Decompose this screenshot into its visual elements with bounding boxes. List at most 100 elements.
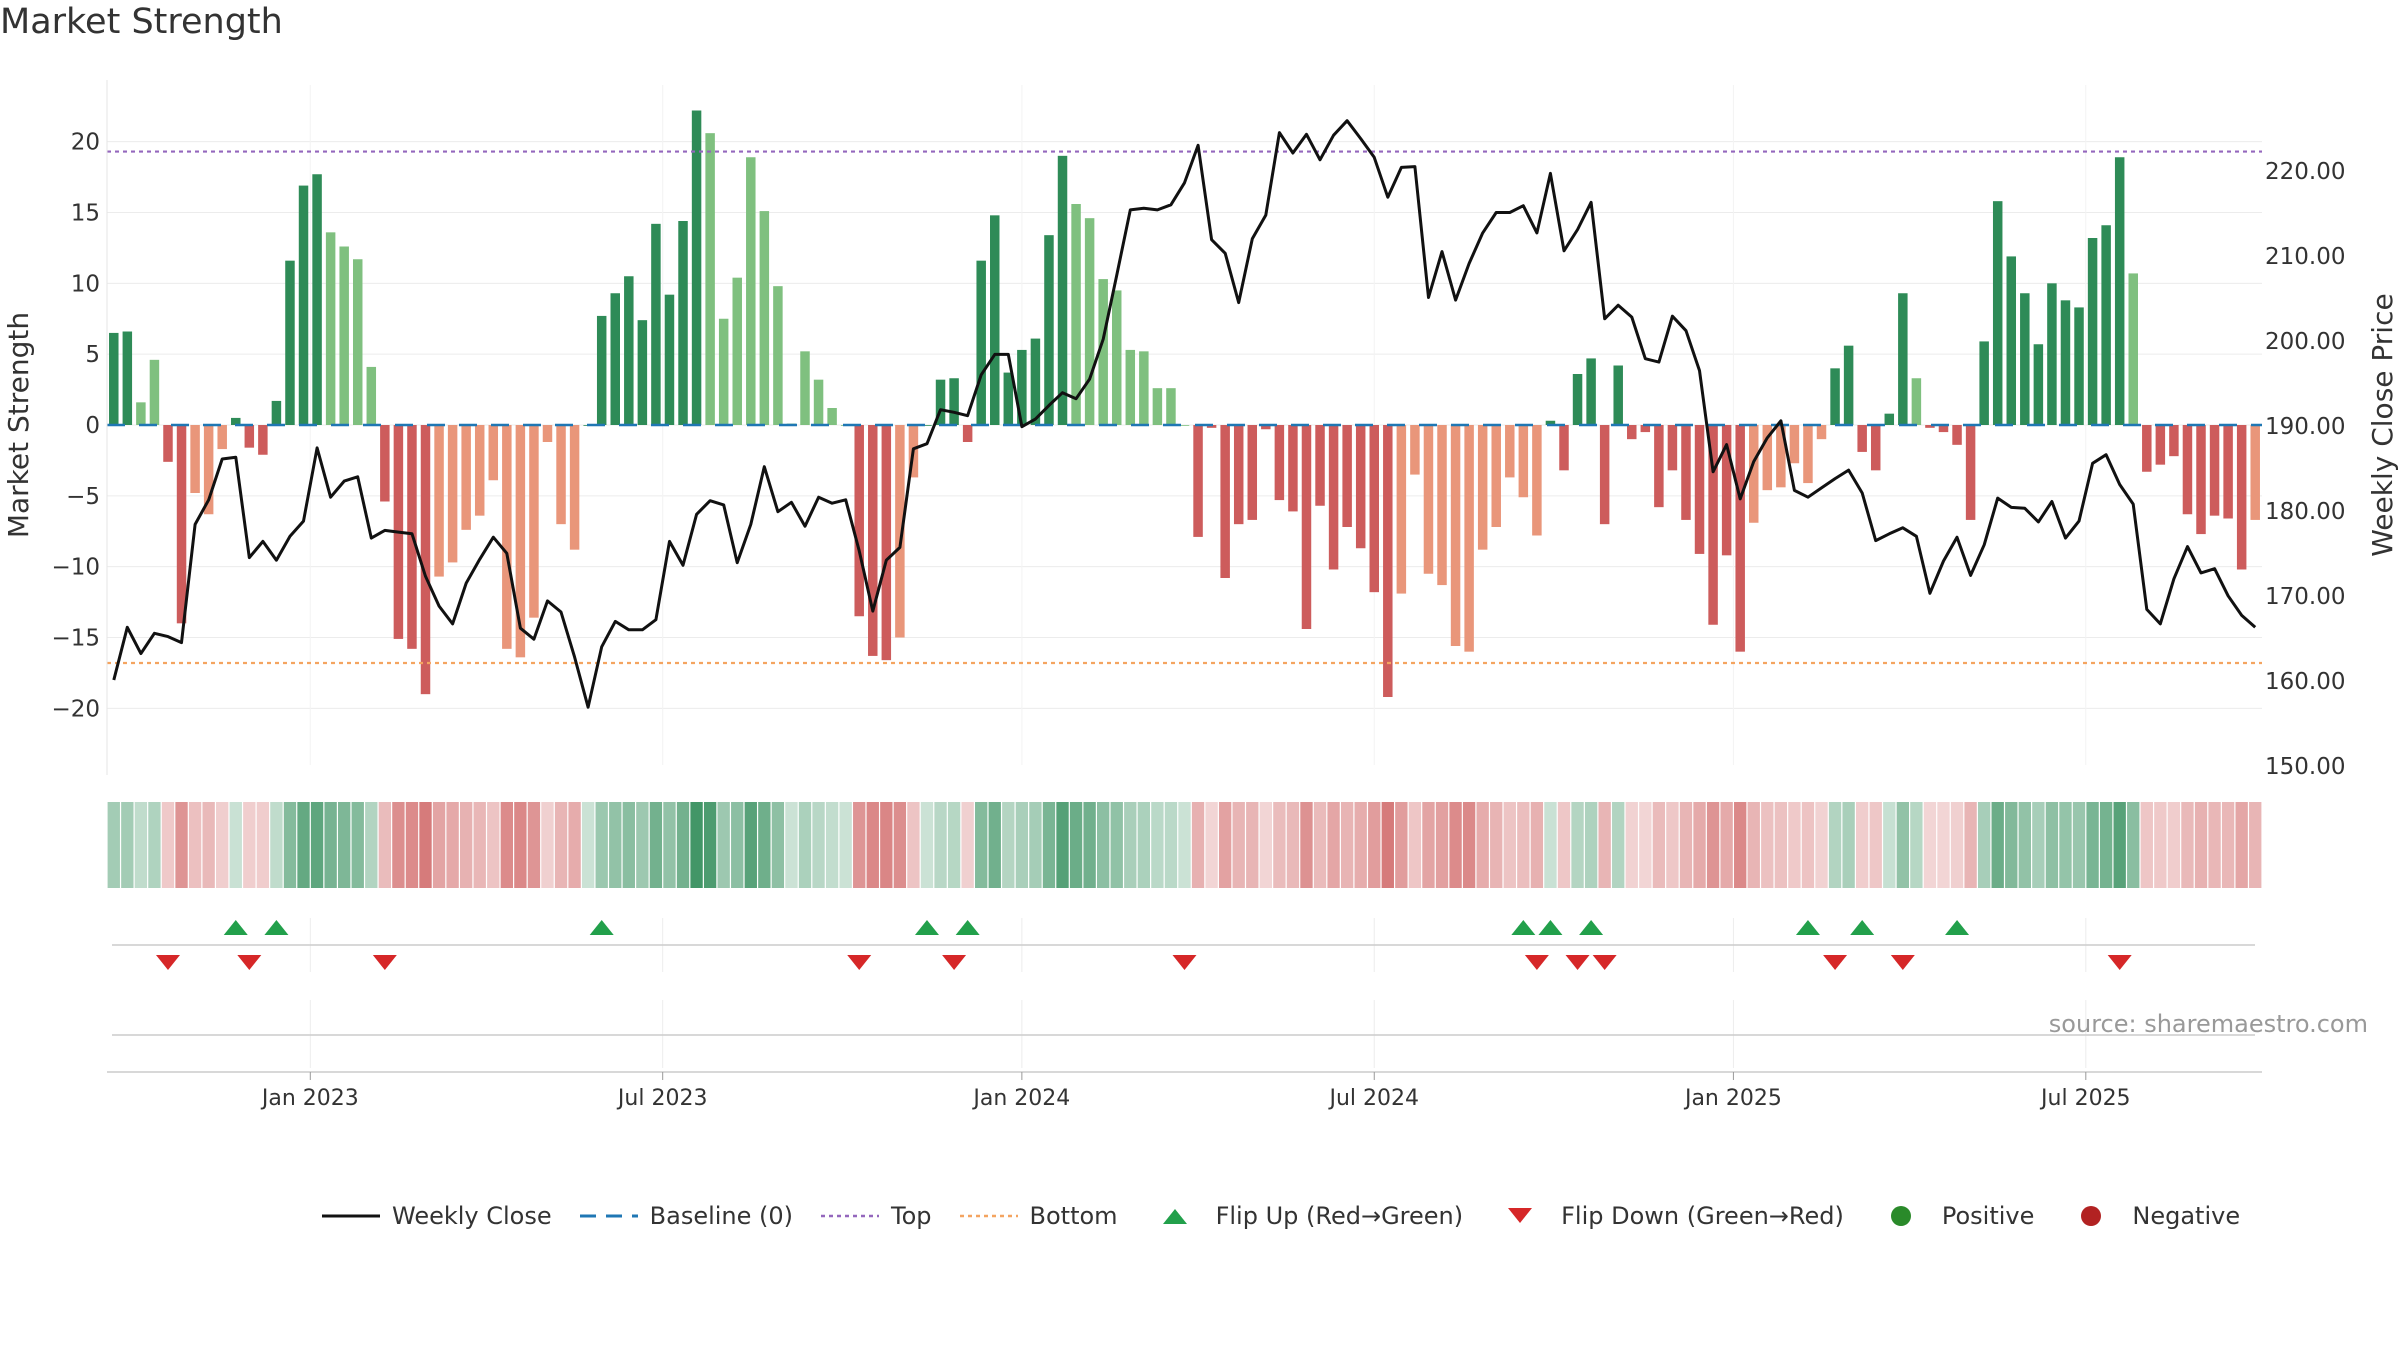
legend-symbol-solid-line <box>320 1204 382 1228</box>
heat-cell <box>1815 802 1828 888</box>
heat-cell <box>907 802 920 888</box>
flip-up-marker <box>1850 920 1875 935</box>
flip-up-marker <box>955 920 980 935</box>
strength-bar <box>1328 425 1339 570</box>
strength-bar <box>800 351 810 425</box>
strength-bar <box>827 408 837 425</box>
heat-cell <box>771 802 785 888</box>
heat-cell <box>459 802 473 888</box>
source-credit: source: sharemaestro.com <box>2048 1010 2368 1038</box>
legend-symbol-dotted-orange <box>958 1204 1020 1228</box>
heat-cell <box>2194 802 2208 888</box>
legend-item: Bottom <box>958 1202 1118 1230</box>
strength-bar <box>136 402 146 425</box>
heat-cell <box>1869 802 1882 888</box>
heat-cell <box>297 802 310 888</box>
heat-cell <box>866 802 879 888</box>
heat-cell <box>243 802 256 888</box>
strength-bar <box>1857 425 1867 452</box>
strength-bar <box>2128 273 2138 425</box>
strength-bar <box>610 293 620 425</box>
heat-cell <box>216 802 229 888</box>
strength-bar <box>1206 425 1217 428</box>
heat-cell <box>1178 802 1191 888</box>
heat-cell <box>1097 802 1110 888</box>
y-tick-label: 10 <box>71 271 100 297</box>
heat-cell <box>324 802 337 888</box>
heat-cell <box>703 802 717 888</box>
strength-bar <box>380 425 390 502</box>
strength-bar <box>2006 256 2017 425</box>
strength-bar <box>434 425 444 577</box>
strength-bar <box>1979 341 1989 425</box>
strength-bar <box>962 425 973 442</box>
y-tick-label: 5 <box>85 342 100 368</box>
heat-cell <box>1991 802 2004 888</box>
strength-bar <box>2101 225 2111 425</box>
heat-cell <box>1544 802 1557 888</box>
heat-cell <box>1381 802 1394 888</box>
heat-cell <box>351 802 364 888</box>
strength-bar <box>2033 344 2044 425</box>
legend-symbol-triangle-down <box>1489 1204 1551 1228</box>
heat-cell <box>392 802 405 888</box>
heat-cell <box>1164 802 1178 888</box>
legend: Weekly Close Baseline (0) Top Bottom Flip Up… <box>320 1202 2266 1230</box>
y2-tick-label: 220.00 <box>2265 159 2345 185</box>
legend-item: Flip Up (Red→Green) <box>1144 1202 1463 1230</box>
heat-cell <box>338 802 351 888</box>
x-tick-label: Jan 2025 <box>1683 1086 1782 1111</box>
heat-cell <box>1354 802 1367 888</box>
heat-cell <box>188 802 202 888</box>
heat-cell <box>1476 802 1489 888</box>
heat-cell <box>446 802 459 888</box>
y2-tick-label: 150.00 <box>2265 754 2345 780</box>
heat-cell <box>1218 802 1232 888</box>
heat-cell <box>1435 802 1449 888</box>
strength-bar <box>990 215 1000 425</box>
legend-item: Weekly Close <box>320 1202 552 1230</box>
strength-bar <box>339 246 349 425</box>
heat-cell <box>1734 802 1747 888</box>
heat-cell <box>1855 802 1869 888</box>
flip-down-marker <box>1890 955 1915 970</box>
strength-bar <box>718 318 729 425</box>
strength-bar <box>1708 425 1718 625</box>
strength-bar <box>529 425 539 618</box>
strength-bar <box>2209 425 2220 516</box>
strength-bar <box>1437 425 1447 586</box>
heat-cell <box>2113 802 2126 888</box>
flip-down-marker <box>942 955 967 970</box>
heat-cell <box>270 802 283 888</box>
strength-bar <box>1261 425 1271 430</box>
x-tick-label: Jul 2023 <box>616 1086 708 1111</box>
strength-bar <box>1355 425 1366 549</box>
heat-cell <box>2059 802 2072 888</box>
heat-cell <box>405 802 419 888</box>
strength-bar <box>190 425 200 493</box>
legend-item: Positive <box>1870 1202 2034 1230</box>
heat-cell <box>1598 802 1611 888</box>
strength-bar <box>352 259 363 425</box>
strength-bars <box>109 110 2260 697</box>
heat-cell <box>527 802 541 888</box>
heat-cell <box>1462 802 1476 888</box>
strength-bar <box>2020 293 2030 425</box>
strength-bar <box>1383 425 1393 697</box>
heat-cell <box>1625 802 1638 888</box>
strength-bar <box>2087 238 2098 425</box>
strength-bar <box>244 425 255 448</box>
strength-bar <box>1057 155 1068 426</box>
strength-bar <box>746 157 756 425</box>
strength-bar <box>1694 425 1705 554</box>
heat-cell <box>2167 802 2181 888</box>
strength-bar <box>1870 425 1881 471</box>
heat-cell <box>121 802 134 888</box>
x-tick-label: Jan 2024 <box>971 1086 1070 1111</box>
strength-bar <box>1193 425 1203 537</box>
heat-cell <box>947 802 961 888</box>
heat-cell <box>1300 802 1313 888</box>
strength-bar <box>1559 425 1569 471</box>
strength-bar <box>1992 201 2003 425</box>
strength-bar <box>1274 425 1285 501</box>
